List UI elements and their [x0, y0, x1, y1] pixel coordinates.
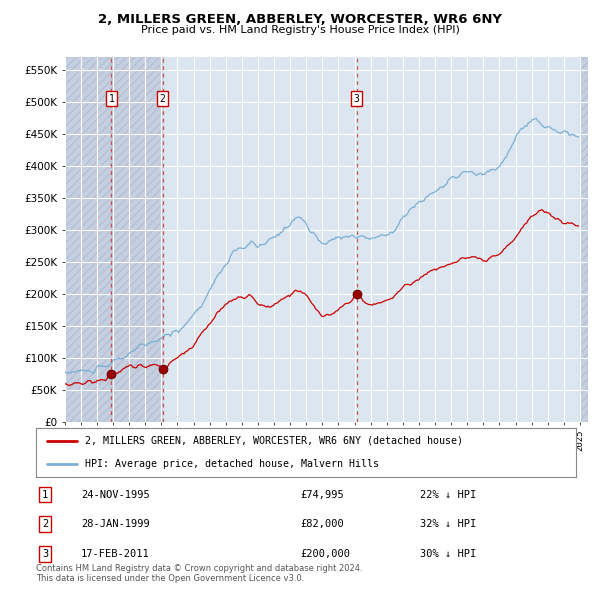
- Text: 2: 2: [160, 94, 166, 104]
- Bar: [112, 57, 163, 422]
- Text: 30% ↓ HPI: 30% ↓ HPI: [420, 549, 476, 559]
- Text: 3: 3: [42, 549, 48, 559]
- Text: 2, MILLERS GREEN, ABBERLEY, WORCESTER, WR6 6NY (detached house): 2, MILLERS GREEN, ABBERLEY, WORCESTER, W…: [85, 436, 463, 446]
- Bar: [580, 57, 588, 422]
- Text: 28-JAN-1999: 28-JAN-1999: [81, 519, 150, 529]
- Text: HPI: Average price, detached house, Malvern Hills: HPI: Average price, detached house, Malv…: [85, 459, 379, 469]
- Text: 1: 1: [109, 94, 115, 104]
- Text: 1: 1: [42, 490, 48, 500]
- Text: 24-NOV-1995: 24-NOV-1995: [81, 490, 150, 500]
- Text: 22% ↓ HPI: 22% ↓ HPI: [420, 490, 476, 500]
- Text: Price paid vs. HM Land Registry's House Price Index (HPI): Price paid vs. HM Land Registry's House …: [140, 25, 460, 35]
- Text: 3: 3: [354, 94, 359, 104]
- Text: Contains HM Land Registry data © Crown copyright and database right 2024.
This d: Contains HM Land Registry data © Crown c…: [36, 563, 362, 583]
- Text: £74,995: £74,995: [300, 490, 344, 500]
- Text: 2, MILLERS GREEN, ABBERLEY, WORCESTER, WR6 6NY: 2, MILLERS GREEN, ABBERLEY, WORCESTER, W…: [98, 13, 502, 26]
- Text: 17-FEB-2011: 17-FEB-2011: [81, 549, 150, 559]
- Bar: [112, 57, 163, 422]
- Text: £200,000: £200,000: [300, 549, 350, 559]
- Bar: [65, 57, 112, 422]
- Bar: [580, 57, 588, 422]
- Text: £82,000: £82,000: [300, 519, 344, 529]
- Text: 32% ↓ HPI: 32% ↓ HPI: [420, 519, 476, 529]
- Bar: [65, 57, 112, 422]
- Text: 2: 2: [42, 519, 48, 529]
